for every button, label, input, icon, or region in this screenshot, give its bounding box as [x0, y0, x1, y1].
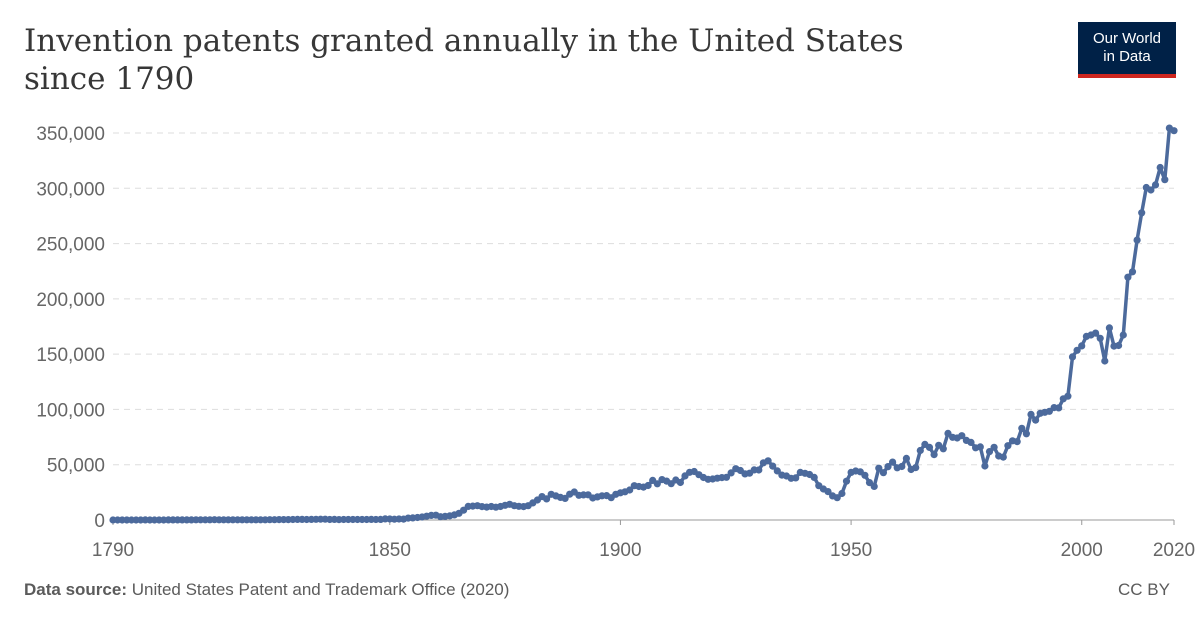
x-tick-label: 1900	[599, 540, 641, 561]
data-point[interactable]	[769, 462, 777, 470]
data-point[interactable]	[824, 488, 832, 496]
y-tick-label: 200,000	[36, 290, 105, 311]
data-point[interactable]	[916, 446, 924, 455]
y-tick-label: 250,000	[36, 235, 105, 256]
line-chart: 0 50,000 100,000 150,000 200,000 250,000 300,0…	[36, 124, 1195, 561]
data-point[interactable]	[999, 453, 1007, 461]
data-point[interactable]	[1032, 416, 1040, 424]
y-tick-label: 150,000	[36, 345, 105, 366]
data-point[interactable]	[925, 443, 934, 451]
data-point[interactable]	[1013, 438, 1021, 446]
data-point[interactable]	[561, 494, 569, 502]
y-axis-labels: 0 50,000 100,000 150,000 200,000 250,000 300,0…	[36, 124, 105, 532]
data-point[interactable]	[930, 451, 938, 459]
x-tick-label: 1790	[92, 540, 134, 561]
data-point[interactable]	[902, 454, 911, 462]
data-point[interactable]	[912, 464, 920, 472]
data-point[interactable]	[1101, 357, 1109, 365]
y-tick-label: 300,000	[36, 179, 105, 200]
data-point[interactable]	[1170, 127, 1178, 135]
data-point[interactable]	[939, 445, 947, 453]
data-point[interactable]	[981, 462, 989, 470]
data-point[interactable]	[676, 478, 685, 487]
data-point[interactable]	[543, 495, 551, 503]
logo-line-2: in Data	[1103, 48, 1151, 65]
data-point[interactable]	[967, 438, 975, 446]
gridlines	[113, 132, 1174, 466]
data-point[interactable]	[1161, 176, 1169, 184]
data-point[interactable]	[1115, 341, 1123, 350]
data-point[interactable]	[1138, 209, 1146, 217]
chart-title: Invention patents granted annually in th…	[24, 23, 904, 97]
data-point[interactable]	[755, 466, 763, 474]
data-point[interactable]	[727, 469, 735, 477]
logo-line-1: Our World	[1092, 30, 1162, 47]
x-axis: 1790 1850 1900 1950 2000 2020	[92, 519, 1195, 561]
data-point[interactable]	[1147, 186, 1155, 194]
y-tick-label: 0	[94, 511, 105, 532]
owid-logo[interactable]: Our World in Data	[1078, 22, 1176, 78]
data-point[interactable]	[1068, 353, 1077, 361]
series-line	[111, 126, 1176, 522]
data-point[interactable]	[1078, 342, 1086, 350]
data-point[interactable]	[1151, 181, 1160, 189]
data-point[interactable]	[1105, 324, 1113, 332]
data-point[interactable]	[990, 443, 998, 451]
data-point[interactable]	[1156, 163, 1164, 172]
data-point[interactable]	[958, 432, 966, 440]
data-point[interactable]	[1092, 329, 1100, 337]
data-point[interactable]	[838, 489, 846, 498]
data-point[interactable]	[1027, 410, 1035, 418]
data-point[interactable]	[884, 463, 892, 471]
x-tick-label: 2020	[1153, 540, 1195, 561]
data-point[interactable]	[879, 469, 888, 477]
data-point[interactable]	[976, 443, 984, 451]
data-point[interactable]	[1119, 331, 1127, 339]
data-point[interactable]	[1055, 404, 1063, 412]
data-point[interactable]	[764, 457, 772, 465]
x-tick-label: 1850	[369, 540, 411, 561]
data-point[interactable]	[1022, 430, 1030, 438]
y-tick-label: 350,000	[36, 124, 105, 145]
data-point[interactable]	[870, 482, 878, 490]
data-point[interactable]	[1064, 392, 1072, 400]
data-source-label: Data source:	[24, 580, 127, 599]
data-source-text[interactable]: United States Patent and Trademark Offic…	[131, 580, 510, 599]
y-tick-label: 50,000	[47, 456, 105, 477]
x-tick-label: 1950	[830, 540, 872, 561]
data-point[interactable]	[985, 448, 994, 456]
data-point[interactable]	[875, 464, 883, 472]
data-point[interactable]	[1133, 236, 1141, 244]
data-source: Data source: United States Patent and Tr…	[24, 580, 509, 600]
data-point[interactable]	[889, 458, 897, 466]
license-label[interactable]: CC BY	[1118, 580, 1170, 599]
x-tick-label: 2000	[1061, 540, 1103, 561]
y-tick-label: 100,000	[36, 400, 105, 421]
data-point[interactable]	[861, 471, 869, 479]
data-point[interactable]	[842, 477, 851, 485]
data-point[interactable]	[898, 462, 906, 471]
series-layer	[109, 124, 1178, 524]
data-point[interactable]	[722, 473, 731, 481]
data-point[interactable]	[644, 481, 652, 490]
data-point[interactable]	[833, 494, 841, 502]
data-point[interactable]	[1004, 442, 1012, 450]
data-point[interactable]	[1128, 268, 1137, 276]
data-point[interactable]	[810, 473, 818, 481]
data-point[interactable]	[1018, 424, 1026, 432]
data-point[interactable]	[1073, 346, 1081, 354]
data-point[interactable]	[1124, 273, 1132, 281]
data-point[interactable]	[626, 486, 634, 494]
data-point[interactable]	[773, 467, 781, 475]
data-point[interactable]	[1096, 334, 1104, 342]
data-point[interactable]	[653, 480, 661, 488]
data-point[interactable]	[792, 474, 800, 482]
